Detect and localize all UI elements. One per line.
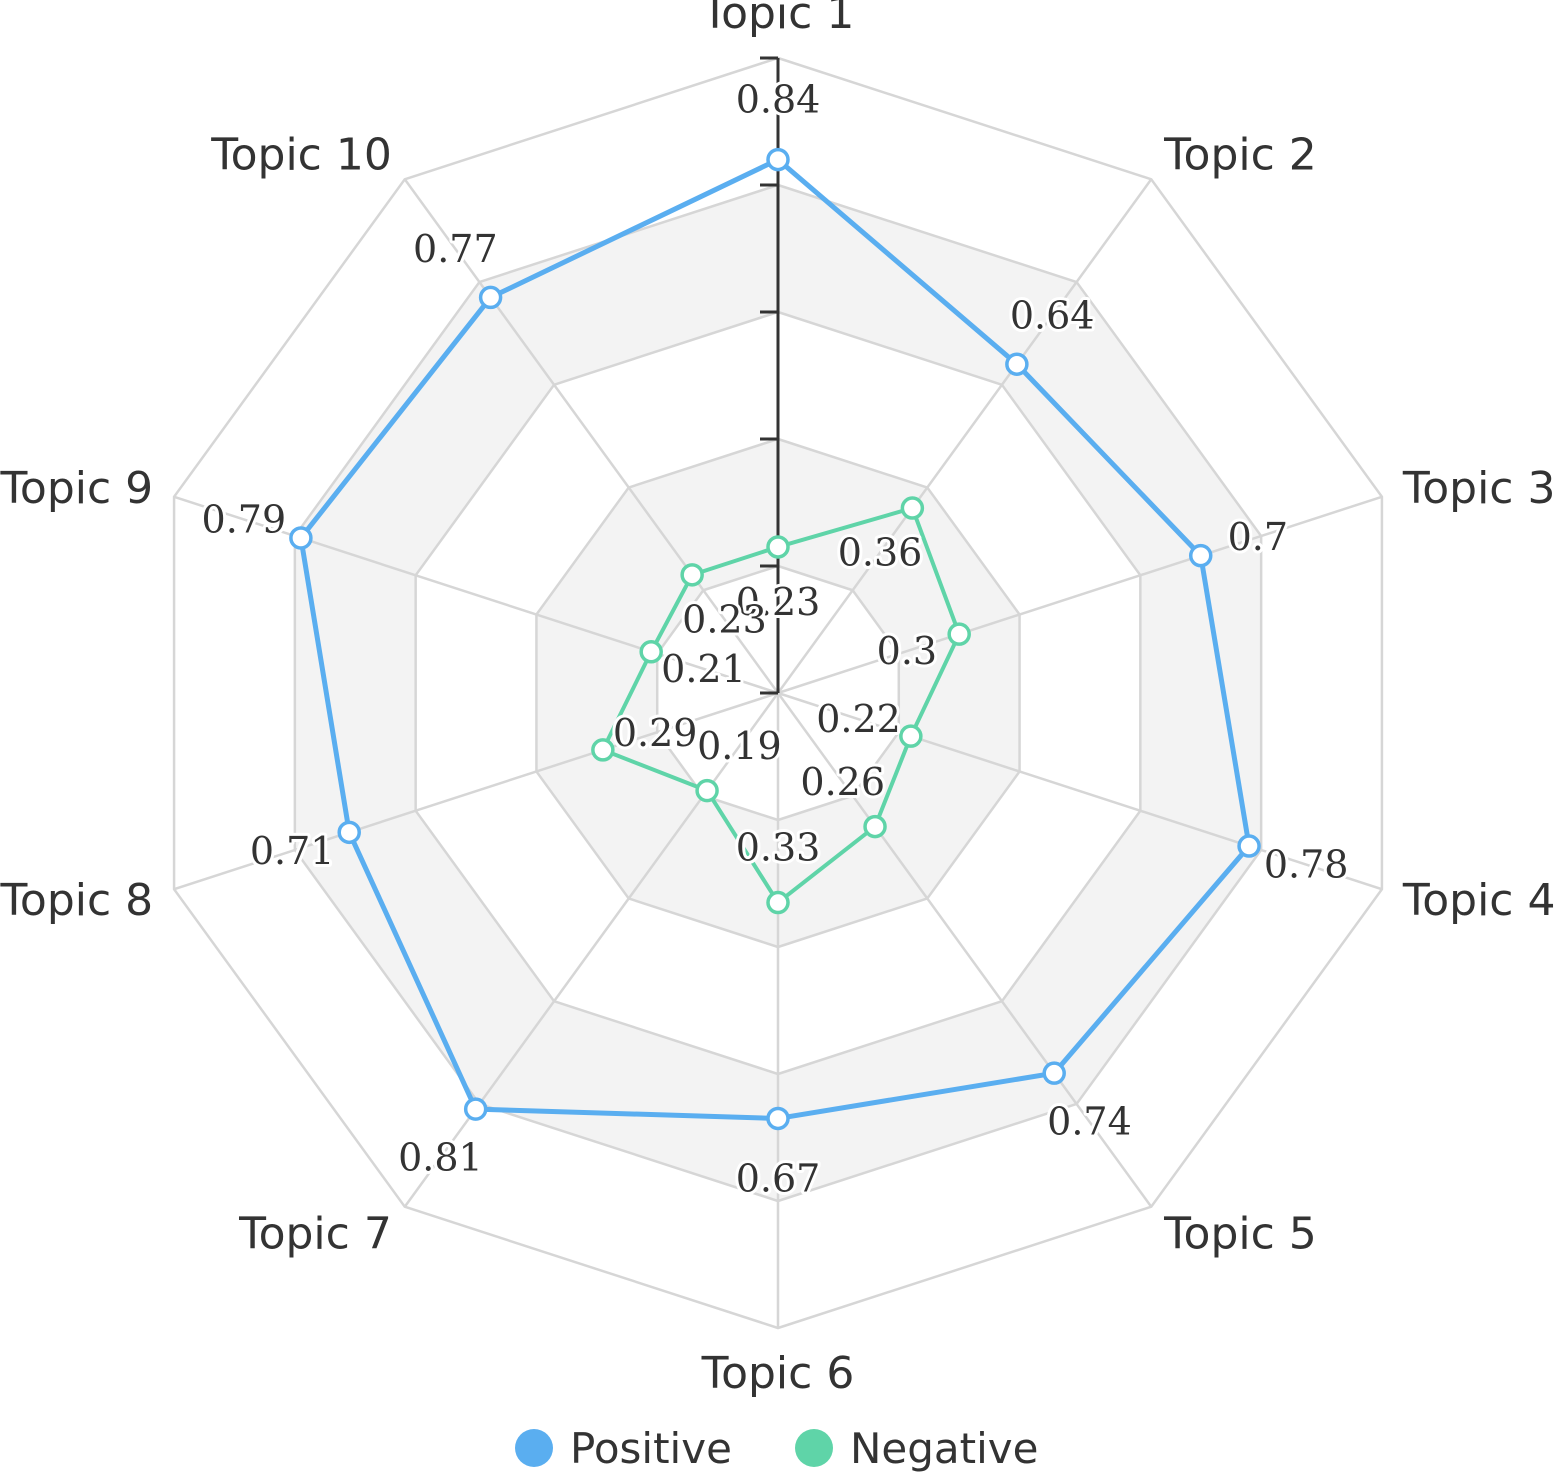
- indicator-label-8: Topic 8: [0, 875, 153, 926]
- point-positive-7[interactable]: [463, 1097, 488, 1121]
- value-label-negative-6: 0.33: [736, 826, 821, 870]
- point-negative-9[interactable]: [639, 640, 663, 664]
- point-negative-6[interactable]: [766, 890, 790, 915]
- value-label-positive-8: 0.71: [250, 829, 335, 873]
- point-negative-8[interactable]: [591, 738, 615, 762]
- point-positive-2[interactable]: [1005, 352, 1029, 376]
- value-label-positive-3: 0.7: [1228, 515, 1288, 559]
- point-positive-9[interactable]: [289, 526, 313, 550]
- indicator-label-9: Topic 9: [0, 463, 153, 514]
- point-negative-4[interactable]: [899, 724, 923, 748]
- value-label-negative-5: 0.26: [800, 760, 885, 804]
- point-positive-10[interactable]: [478, 285, 503, 310]
- value-label-negative-4: 0.22: [816, 697, 901, 741]
- indicator-label-5: Topic 5: [1163, 1209, 1317, 1260]
- series-layer: [289, 147, 1261, 1131]
- value-label-negative-1: 0.23: [736, 580, 821, 624]
- legend-marker-positive: [515, 1429, 553, 1467]
- indicator-label-3: Topic 3: [1402, 463, 1556, 514]
- axis-labels: Topic 1 Topic 2 Topic 3 Topic 4 Topic 5 Topic…: [0, 0, 1555, 1399]
- spoke-3: [777, 495, 1383, 695]
- value-label-positive-4: 0.78: [1264, 843, 1349, 887]
- value-label-positive-1: 0.84: [736, 78, 821, 122]
- indicator-label-2: Topic 2: [1163, 129, 1317, 180]
- point-positive-4[interactable]: [1237, 834, 1261, 858]
- indicator-label-4: Topic 4: [1402, 875, 1556, 926]
- spoke-8: [173, 691, 779, 891]
- spoke-7: [403, 692, 780, 1208]
- spoke-4: [777, 691, 1383, 891]
- point-positive-6[interactable]: [766, 1106, 790, 1131]
- data-labels: 0.84 0.64 0.7 0.78 0.74 0.67 0.81 0.71 0.79 0.77 0…: [199, 75, 1352, 1204]
- value-label-negative-2: 0.36: [838, 531, 923, 575]
- value-label-positive-6: 0.67: [736, 1156, 821, 1200]
- legend-label-negative: Negative: [850, 1424, 1039, 1473]
- value-label-positive-9: 0.79: [202, 497, 287, 541]
- axis-spokes: [173, 178, 1383, 1328]
- spoke-2: [776, 178, 1153, 694]
- series-negative: [591, 496, 971, 915]
- value-label-negative-8: 0.29: [613, 711, 698, 755]
- legend: Positive Negative: [515, 1424, 1039, 1473]
- point-negative-1[interactable]: [766, 535, 790, 559]
- point-negative-3[interactable]: [947, 622, 971, 646]
- spoke-9: [173, 495, 779, 695]
- point-positive-1[interactable]: [766, 147, 790, 172]
- spoke-10: [403, 178, 780, 694]
- legend-marker-negative: [795, 1429, 833, 1467]
- value-label-positive-7: 0.81: [398, 1136, 483, 1180]
- value-label-negative-10: 0.23: [682, 597, 767, 641]
- point-negative-5[interactable]: [863, 814, 887, 839]
- indicator-label-6: Topic 6: [701, 1348, 855, 1399]
- point-negative-7[interactable]: [695, 778, 719, 803]
- point-positive-5[interactable]: [1042, 1061, 1066, 1085]
- series-positive: [289, 147, 1261, 1131]
- value-label-positive-2: 0.64: [1010, 294, 1095, 338]
- legend-item-positive[interactable]: Positive: [515, 1424, 732, 1473]
- point-negative-2[interactable]: [900, 496, 925, 520]
- value-label-negative-9: 0.21: [661, 647, 746, 691]
- value-label-negative-3: 0.3: [877, 629, 937, 673]
- value-label-positive-10: 0.77: [413, 227, 498, 271]
- legend-label-positive: Positive: [570, 1424, 732, 1473]
- spoke-5: [776, 692, 1153, 1208]
- value-label-positive-5: 0.74: [1047, 1100, 1132, 1144]
- indicator-label-7: Topic 7: [238, 1209, 392, 1260]
- legend-item-negative[interactable]: Negative: [795, 1424, 1039, 1473]
- indicator-label-1: Topic 1: [701, 0, 855, 39]
- point-positive-8[interactable]: [337, 820, 361, 845]
- value-label-negative-7: 0.19: [697, 724, 782, 768]
- point-positive-3[interactable]: [1188, 543, 1213, 568]
- point-negative-10[interactable]: [680, 563, 704, 587]
- indicator-label-10: Topic 10: [210, 129, 392, 180]
